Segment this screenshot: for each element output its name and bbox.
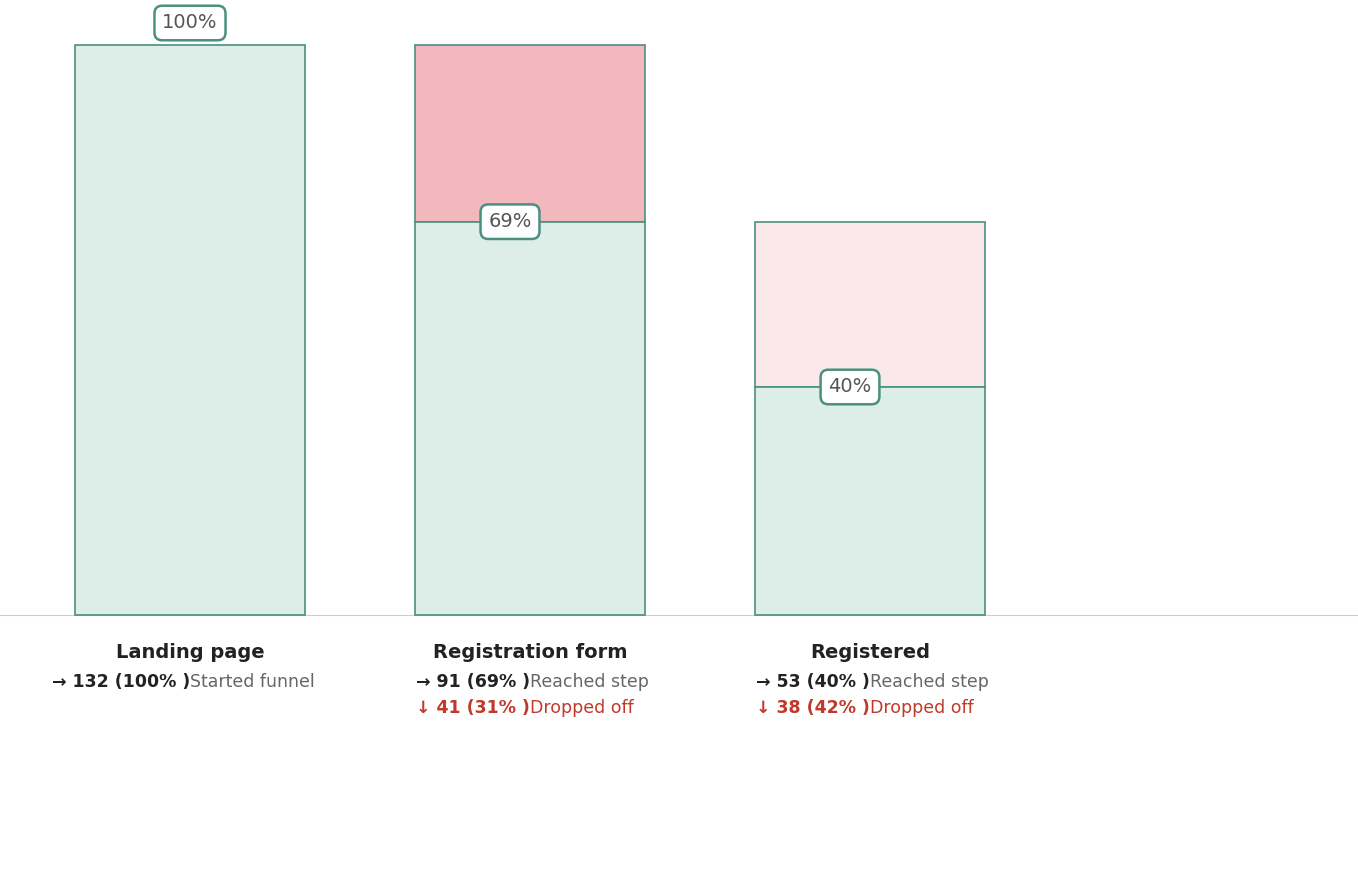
FancyBboxPatch shape xyxy=(755,387,985,615)
Text: Landing page: Landing page xyxy=(115,643,265,662)
Text: Dropped off: Dropped off xyxy=(870,699,974,717)
Text: ↓ 38 (42% ): ↓ 38 (42% ) xyxy=(756,699,870,717)
FancyBboxPatch shape xyxy=(416,222,645,615)
Text: Reached step: Reached step xyxy=(870,673,989,691)
FancyBboxPatch shape xyxy=(755,222,985,387)
Text: → 91 (69% ): → 91 (69% ) xyxy=(416,673,530,691)
FancyBboxPatch shape xyxy=(75,45,306,615)
Text: ↓ 41 (31% ): ↓ 41 (31% ) xyxy=(416,699,530,717)
Text: Registered: Registered xyxy=(809,643,930,662)
Text: → 132 (100% ): → 132 (100% ) xyxy=(52,673,190,691)
Text: 69%: 69% xyxy=(489,212,532,232)
Text: Dropped off: Dropped off xyxy=(530,699,634,717)
FancyBboxPatch shape xyxy=(416,45,645,222)
Text: Registration form: Registration form xyxy=(433,643,627,662)
Text: Reached step: Reached step xyxy=(530,673,649,691)
Text: 100%: 100% xyxy=(162,13,217,32)
Text: → 53 (40% ): → 53 (40% ) xyxy=(756,673,870,691)
Text: Started funnel: Started funnel xyxy=(190,673,315,691)
Text: 40%: 40% xyxy=(828,377,872,397)
